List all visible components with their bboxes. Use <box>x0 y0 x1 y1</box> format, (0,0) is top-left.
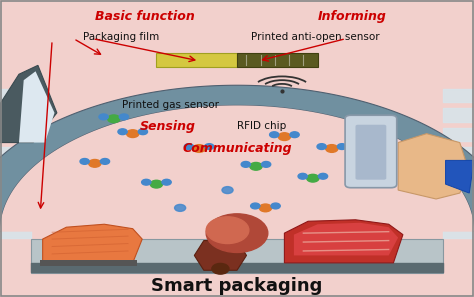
Circle shape <box>262 162 271 167</box>
FancyBboxPatch shape <box>356 125 386 180</box>
Circle shape <box>290 132 299 138</box>
Polygon shape <box>19 71 55 143</box>
Circle shape <box>150 180 163 188</box>
Circle shape <box>206 214 268 252</box>
Circle shape <box>108 115 120 123</box>
Text: RFID chip: RFID chip <box>237 121 286 131</box>
Circle shape <box>212 263 229 274</box>
Circle shape <box>317 144 326 149</box>
Polygon shape <box>43 224 142 263</box>
Polygon shape <box>294 223 398 255</box>
Polygon shape <box>284 220 403 263</box>
Polygon shape <box>0 65 57 143</box>
Circle shape <box>162 179 171 185</box>
Circle shape <box>241 162 250 167</box>
Circle shape <box>298 173 307 179</box>
Polygon shape <box>0 85 474 232</box>
Circle shape <box>80 159 89 164</box>
Polygon shape <box>31 239 443 273</box>
Circle shape <box>319 173 328 179</box>
Circle shape <box>206 217 249 244</box>
Circle shape <box>251 203 260 209</box>
Text: Smart packaging: Smart packaging <box>151 277 323 295</box>
Text: Packaging film: Packaging film <box>83 32 159 42</box>
Circle shape <box>271 203 280 209</box>
Text: Communicating: Communicating <box>182 142 292 155</box>
Circle shape <box>100 159 109 164</box>
Polygon shape <box>398 134 469 199</box>
Circle shape <box>326 145 338 152</box>
Circle shape <box>337 144 346 149</box>
Circle shape <box>119 114 128 120</box>
Polygon shape <box>156 53 237 67</box>
Circle shape <box>184 144 193 149</box>
Circle shape <box>222 187 233 194</box>
Circle shape <box>205 144 214 149</box>
Circle shape <box>193 145 205 152</box>
Circle shape <box>174 204 186 211</box>
Circle shape <box>99 114 108 120</box>
Circle shape <box>89 159 101 167</box>
Circle shape <box>250 162 262 170</box>
Polygon shape <box>40 260 137 266</box>
FancyBboxPatch shape <box>345 115 397 188</box>
Polygon shape <box>446 160 474 193</box>
Circle shape <box>138 129 147 135</box>
Text: Sensing: Sensing <box>140 120 196 133</box>
Text: Basic function: Basic function <box>95 10 194 23</box>
Polygon shape <box>237 53 318 67</box>
Circle shape <box>142 179 151 185</box>
Circle shape <box>270 132 279 138</box>
Text: Printed anti-open sensor: Printed anti-open sensor <box>251 32 379 42</box>
Circle shape <box>307 174 319 182</box>
Text: Printed gas sensor: Printed gas sensor <box>122 100 219 110</box>
Circle shape <box>259 204 272 212</box>
Polygon shape <box>0 105 474 232</box>
Text: Informing: Informing <box>318 10 386 23</box>
Circle shape <box>278 133 291 140</box>
Polygon shape <box>194 241 246 270</box>
Circle shape <box>118 129 127 135</box>
Circle shape <box>127 130 139 138</box>
